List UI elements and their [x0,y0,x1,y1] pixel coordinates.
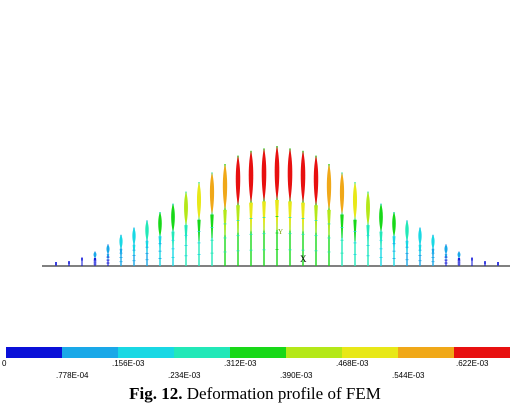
deformation-spike [444,244,448,266]
deformation-spike [379,203,383,266]
deformation-spike [222,164,228,266]
deformation-spike [55,262,57,266]
deformation-spike [68,261,70,266]
deformation-spike [119,234,123,266]
deformation-spike [209,172,215,266]
deformation-spike [93,251,97,266]
deformation-spike [235,155,241,266]
deformation-spike [145,220,149,266]
legend-segment-6 [342,347,398,358]
deformation-spike [300,150,306,266]
deformation-spike [418,227,422,266]
caption-text: Deformation profile of FEM [182,384,381,403]
legend-segment-2 [118,347,174,358]
legend-segment-4 [230,347,286,358]
figure-caption: Fig. 12. Deformation profile of FEM [0,384,510,404]
legend-tick-4: .312E-03 [224,359,257,368]
legend-tick-2: .156E-03 [112,359,145,368]
legend-segment-0 [6,347,62,358]
color-legend-bar [6,347,510,358]
deformation-spike [313,155,319,266]
deformation-spike [339,172,345,266]
deformation-spike [471,257,473,266]
deformation-spikes [55,146,499,266]
deformation-spike [287,148,293,266]
legend-tick-5: .390E-03 [280,371,313,380]
deformation-spike [405,220,409,266]
legend-tick-1: .778E-04 [56,371,89,380]
legend-tick-3: .234E-03 [168,371,201,380]
deformation-plot [42,146,510,267]
deformation-spike [352,182,358,266]
deformation-spike [274,146,280,266]
deformation-spike [184,191,188,266]
deformation-spike [196,182,202,266]
legend-tick-7: .544E-03 [392,371,425,380]
legend-segment-3 [174,347,230,358]
deformation-spike [158,212,162,266]
deformation-spike [457,251,461,266]
legend-tick-6: .468E-03 [336,359,369,368]
legend-segment-5 [286,347,342,358]
color-legend-ticks: 0 .778E-04 .156E-03 .234E-03 .312E-03 .390E-0… [0,359,510,383]
deformation-spike [431,234,435,266]
deformation-spike [81,257,83,266]
deformation-spike [484,261,486,266]
deformation-spike [366,191,370,266]
deformation-spike [326,164,332,266]
legend-tick-0: 0 [2,359,7,368]
deformation-spike [497,262,499,266]
deformation-spike [106,244,110,266]
legend-segment-8 [454,347,510,358]
deformation-spike [248,150,254,266]
legend-segment-7 [398,347,454,358]
deformation-spike [132,227,136,266]
deformation-spike [261,148,267,266]
legend-tick-8: .622E-03 [456,359,489,368]
deformation-spike [171,203,175,266]
deformation-spike [392,212,396,266]
caption-label: Fig. 12. [129,384,183,403]
legend-segment-1 [62,347,118,358]
